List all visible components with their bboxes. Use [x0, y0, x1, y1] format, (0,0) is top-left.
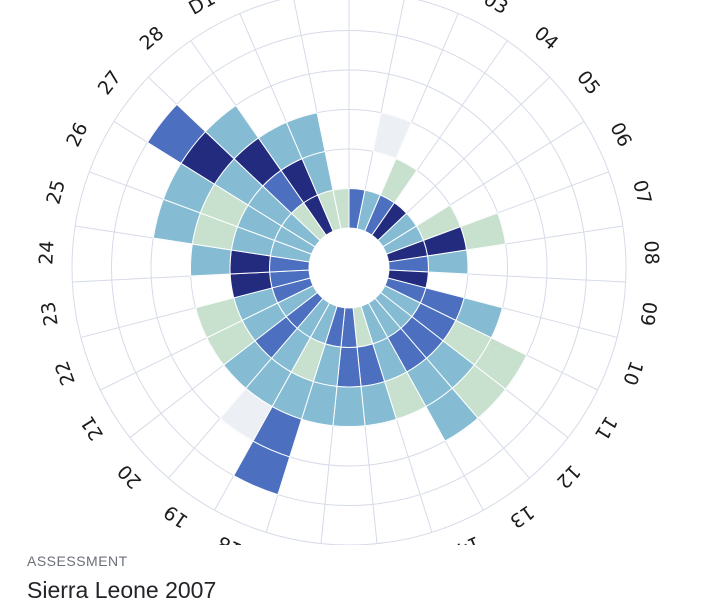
spoke-label-25: 25 — [42, 178, 69, 207]
spoke-label-22: 22 — [51, 358, 80, 388]
spoke-label-23: 23 — [37, 300, 62, 327]
spoke-label-27: 27 — [94, 67, 126, 100]
segment-07-ring-3 — [459, 212, 507, 251]
spoke-label-11: 11 — [590, 412, 621, 444]
segment-02-ring-3 — [372, 112, 413, 160]
segment-D3-ring-1 — [332, 187, 350, 230]
spoke-label-19: 19 — [160, 500, 192, 532]
spoke-label-14: 14 — [453, 531, 484, 545]
segment-03-ring-2 — [379, 157, 418, 204]
caption-title: Sierra Leone 2007 — [27, 577, 217, 603]
caption-eyebrow: ASSESSMENT — [27, 553, 128, 569]
spoke-label-D1: D1 — [185, 0, 219, 20]
grid-ring — [71, 0, 627, 545]
spoke-label-13: 13 — [506, 500, 538, 532]
segment-D2-ring-3 — [285, 112, 326, 160]
spoke-label-20: 20 — [113, 460, 146, 493]
spoke-label-28: 28 — [136, 22, 169, 54]
radial-chart: 0102030405060708091011121314151617181920… — [35, 0, 663, 545]
spoke-label-07: 07 — [628, 178, 655, 207]
segment-16-ring-3 — [332, 385, 366, 428]
spoke-label-09: 09 — [635, 300, 660, 327]
spoke-label-08: 08 — [640, 240, 663, 265]
spoke-label-21: 21 — [77, 412, 108, 444]
spoke-label-26: 26 — [62, 119, 92, 150]
spoke-label-05: 05 — [572, 67, 604, 100]
spoke-label-06: 06 — [605, 119, 635, 150]
spoke-label-18: 18 — [214, 531, 245, 545]
spoke-label-24: 24 — [35, 240, 58, 265]
spoke-label-03: 03 — [480, 0, 512, 19]
caption: ASSESSMENT Sierra Leone 2007 — [27, 553, 216, 604]
spoke-label-10: 10 — [618, 358, 647, 388]
spoke-label-04: 04 — [530, 22, 563, 54]
spoke-label-12: 12 — [552, 460, 585, 493]
